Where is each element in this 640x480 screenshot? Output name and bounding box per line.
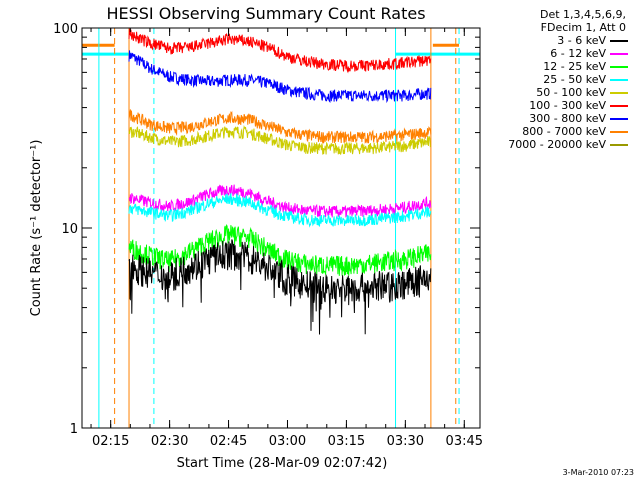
generated-date: 3-Mar-2010 07:23	[562, 468, 634, 477]
legend-label: 25 - 50 keV	[543, 73, 606, 86]
legend-entry: 3 - 6 keV	[484, 34, 634, 47]
y-tick-label-0: 1	[70, 422, 78, 437]
legend-swatch	[610, 118, 628, 120]
legend-swatch	[610, 53, 628, 55]
legend-entry: 7000 - 20000 keV	[484, 138, 634, 151]
series-line-6	[128, 50, 432, 104]
series-line-5	[128, 28, 432, 74]
x-tick-label-5: 03:30	[387, 434, 424, 449]
legend-entry: 12 - 25 keV	[484, 60, 634, 73]
legend-swatch	[610, 79, 628, 81]
series-line-1	[128, 184, 432, 218]
series-line-0	[128, 239, 432, 335]
legend-label: 12 - 25 keV	[543, 60, 606, 73]
x-tick-label-3: 03:00	[269, 434, 306, 449]
series-line-7	[128, 109, 432, 145]
legend-swatch	[610, 66, 628, 68]
legend-swatch	[610, 92, 628, 94]
chart-title: HESSI Observing Summary Count Rates	[106, 4, 425, 23]
legend-swatch	[610, 131, 628, 133]
plot-area: 02:15 02:30 02:45 03:00 03:15 03:30 03:45 1 10 10…	[53, 22, 483, 449]
legend-label: 6 - 12 keV	[550, 47, 606, 60]
x-tick-label-1: 02:30	[151, 434, 188, 449]
legend-swatch	[610, 144, 628, 146]
legend-entry: 50 - 100 keV	[484, 86, 634, 99]
legend: Det 1,3,4,5,6,9, FDecim 1, Att 0 3 - 6 k…	[484, 8, 634, 151]
legend-swatch	[610, 105, 628, 107]
legend-header-attenuator: FDecim 1, Att 0	[540, 21, 626, 34]
x-tick-label-6: 03:45	[446, 434, 483, 449]
x-tick-label-0: 02:15	[92, 434, 129, 449]
x-tick-label-2: 02:45	[210, 434, 247, 449]
y-axis-label: Count Rate (s⁻¹ detector⁻¹)	[29, 140, 44, 317]
legend-label: 300 - 800 keV	[529, 112, 606, 125]
legend-header-detectors: Det 1,3,4,5,6,9,	[539, 8, 626, 21]
y-tick-label-1: 10	[61, 222, 78, 237]
legend-swatch	[610, 40, 628, 42]
legend-entry: 300 - 800 keV	[484, 112, 634, 125]
legend-entries: 3 - 6 keV 6 - 12 keV 12 - 25 keV 25 - 50 ke…	[484, 34, 634, 151]
y-tick-label-2: 100	[53, 22, 78, 37]
legend-label: 7000 - 20000 keV	[508, 138, 606, 151]
legend-entry: 6 - 12 keV	[484, 47, 634, 60]
legend-entry: 100 - 300 keV	[484, 99, 634, 112]
x-axis-label: Start Time (28-Mar-09 02:07:42)	[177, 456, 388, 471]
series-line-3	[128, 192, 432, 228]
legend-entry: 800 - 7000 keV	[484, 125, 634, 138]
legend-label: 3 - 6 keV	[557, 34, 606, 47]
series-line-4	[128, 125, 432, 156]
x-tick-label-4: 03:15	[328, 434, 365, 449]
legend-label: 100 - 300 keV	[529, 99, 606, 112]
legend-label: 800 - 7000 keV	[522, 125, 606, 138]
legend-entry: 25 - 50 keV	[484, 73, 634, 86]
legend-label: 50 - 100 keV	[536, 86, 606, 99]
